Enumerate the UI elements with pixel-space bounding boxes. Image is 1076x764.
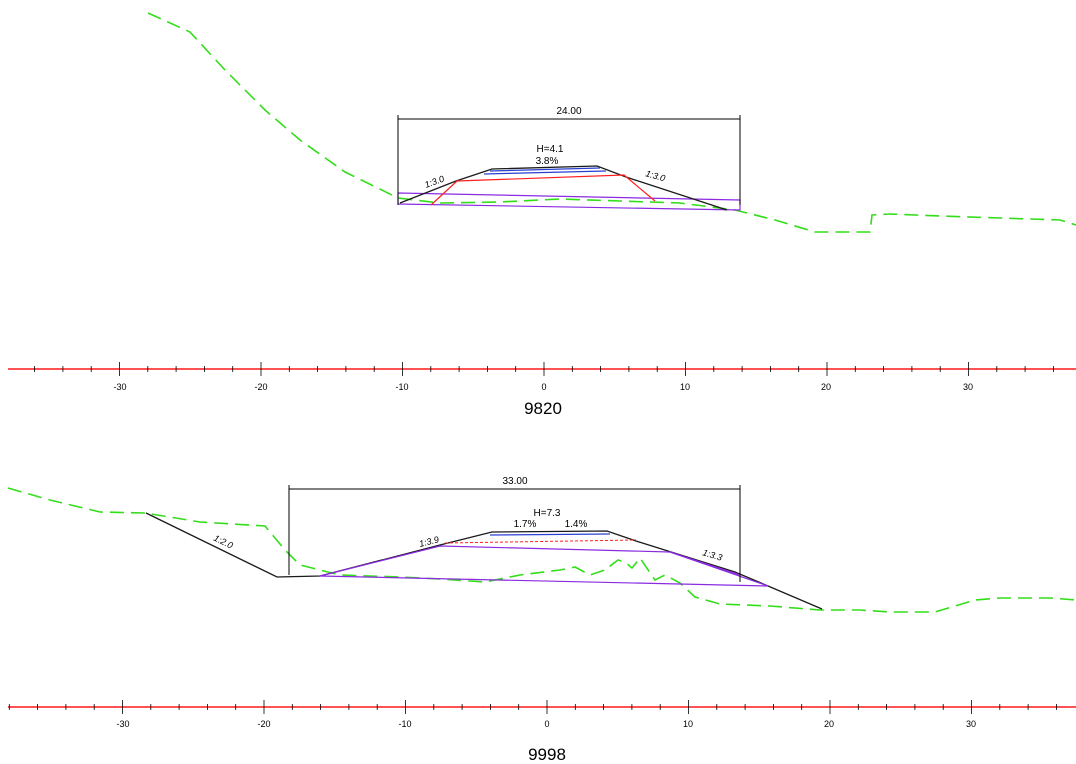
pavement-layer bbox=[489, 167, 601, 172]
slope-label-left: 1:3.0 bbox=[423, 174, 445, 190]
crossfall-label: 1.7% bbox=[514, 519, 537, 530]
crossfall-label: 1.4% bbox=[565, 519, 588, 530]
height-label: H=7.3 bbox=[534, 508, 561, 519]
subgrade-line bbox=[430, 174, 656, 206]
ground-line bbox=[147, 12, 1076, 233]
tick-label: 30 bbox=[966, 719, 976, 729]
width-dimension: 24.00 bbox=[556, 106, 581, 117]
crossfall-label: 3.8% bbox=[536, 156, 559, 167]
tick-label: -20 bbox=[257, 719, 270, 729]
section-9820: 24.00 H=4.1 3.8% 1:3.0 1:3.0 -30 -20 -10… bbox=[8, 12, 1076, 418]
tick-label: 20 bbox=[824, 719, 834, 729]
tick-label: 20 bbox=[821, 382, 831, 392]
tick-label: -10 bbox=[395, 382, 408, 392]
tick-label: -10 bbox=[398, 719, 411, 729]
tick-label: 10 bbox=[683, 719, 693, 729]
tick-label: 30 bbox=[963, 382, 973, 392]
formation-layer bbox=[397, 192, 741, 211]
pavement-layer bbox=[483, 170, 607, 175]
tick-label: -30 bbox=[116, 719, 129, 729]
tick-label: 10 bbox=[680, 382, 690, 392]
ground-line bbox=[7, 487, 1076, 613]
formation-layer bbox=[319, 545, 769, 587]
slope-label-left: 1:3.9 bbox=[418, 534, 440, 549]
formation-layer bbox=[669, 551, 741, 576]
axis-ticks bbox=[34, 362, 1054, 376]
subgrade-line bbox=[444, 539, 637, 544]
slope-label-cut: 1:2.0 bbox=[212, 533, 234, 551]
station-label: 9998 bbox=[528, 745, 566, 764]
tick-label: 0 bbox=[544, 719, 549, 729]
tick-label: -30 bbox=[113, 382, 126, 392]
width-dimension: 33.00 bbox=[502, 476, 527, 487]
section-9998: 33.00 H=7.3 1.7% 1.4% 1:2.0 1:3.9 1:3.3 … bbox=[7, 476, 1076, 764]
tick-label: -20 bbox=[254, 382, 267, 392]
slope-label-right: 1:3.3 bbox=[701, 547, 723, 562]
pavement-layer bbox=[489, 533, 611, 536]
tick-label: 0 bbox=[541, 382, 546, 392]
station-label: 9820 bbox=[524, 399, 562, 418]
embankment-outline bbox=[399, 165, 728, 211]
axis-ticks bbox=[8, 700, 1057, 714]
slope-label-right: 1:3.0 bbox=[644, 168, 666, 183]
height-label: H=4.1 bbox=[537, 144, 564, 155]
embankment-outline bbox=[145, 512, 823, 610]
